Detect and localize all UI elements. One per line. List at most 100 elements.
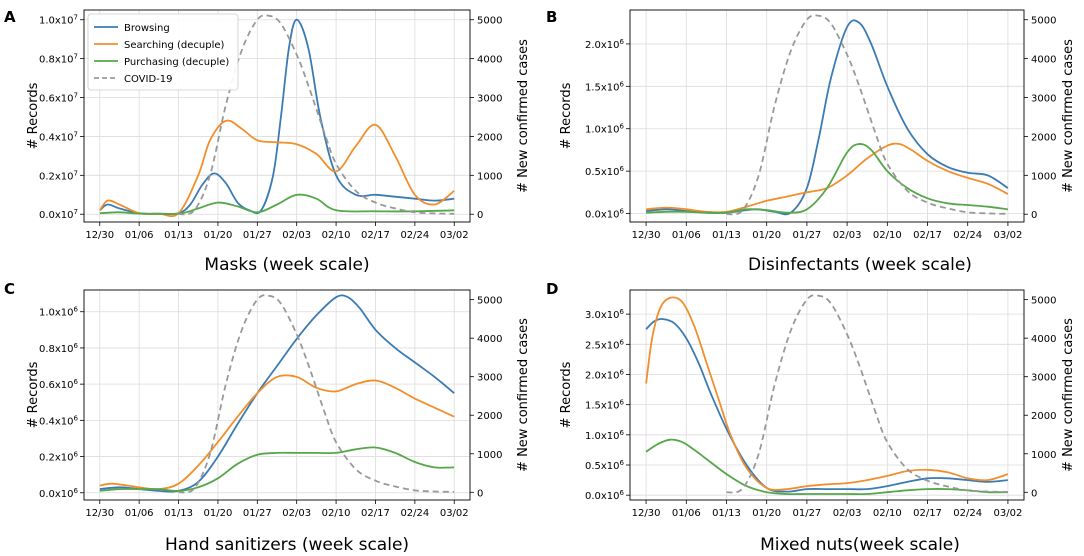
series-line-searching-decuple	[646, 142, 1009, 214]
y2-tick-label: 3000	[477, 373, 502, 384]
y-tick-label: 0.0x106	[585, 489, 625, 502]
grid	[630, 10, 1024, 222]
legend-box	[87, 13, 239, 91]
y2-tick-label: 2000	[1031, 132, 1056, 143]
y2-tick-label: 4000	[1031, 55, 1056, 66]
x-tick-label: 02/10	[873, 508, 902, 519]
y-tick-label: 0.0x106	[585, 208, 625, 221]
x-tick-label: 02/17	[913, 230, 942, 241]
x-tick-label: 12/30	[632, 508, 661, 519]
y-axis-label: # Records	[26, 361, 41, 428]
panel-letter: A	[4, 8, 16, 26]
y-tick-label: 0.5x106	[585, 459, 625, 472]
y2-tick-label: 4000	[1031, 334, 1056, 345]
x-tick-label: 01/06	[125, 230, 154, 241]
x-tick-label: 02/03	[833, 508, 862, 519]
x-tick-label: 03/02	[994, 508, 1023, 519]
x-tick-label: 02/10	[322, 230, 351, 241]
y2-tick-label: 0	[1031, 210, 1037, 221]
grid	[84, 290, 470, 500]
x-tick-label: 12/30	[85, 508, 114, 519]
series-line-purchasing-decuple	[99, 193, 455, 215]
x-tick-label: 02/24	[400, 230, 429, 241]
y-tick-label: 0.4x106	[39, 414, 79, 427]
x-tick-label: 01/13	[712, 230, 741, 241]
x-tick-label: 01/20	[752, 508, 781, 519]
y2-tick-label: 2000	[477, 411, 502, 422]
x-tick-label: 02/17	[361, 230, 390, 241]
y2-tick-label: 3000	[1031, 94, 1056, 105]
y2-tick-label: 1000	[477, 171, 502, 182]
chart-panel-c: 12/30 01/06 01/13 01/20 01/27 02/03 02/10 02/17…	[4, 280, 531, 555]
y-axis-label: # Records	[559, 82, 574, 149]
series-line-browsing	[645, 318, 1008, 493]
y2-tick-label: 2000	[477, 132, 502, 143]
y-axis-label: # Records	[559, 361, 574, 428]
series-line-searching-decuple	[99, 119, 455, 218]
x-tick-label: 01/13	[712, 508, 741, 519]
x-tick-label: 01/06	[672, 230, 701, 241]
y2-axis-label: # New confirmed cases	[1061, 39, 1076, 193]
x-tick-label: 03/02	[440, 508, 469, 519]
x-tick-label: 02/24	[400, 508, 429, 519]
y-tick-label: 0.0x107	[39, 208, 78, 221]
y2-tick-label: 3000	[1031, 373, 1056, 384]
x-tick-label: 03/02	[994, 230, 1023, 241]
legend-label: COVID-19	[124, 74, 173, 85]
panel-letter: D	[546, 280, 558, 298]
legend-label: Browsing	[124, 23, 170, 34]
series-line-browsing	[646, 19, 1009, 216]
y-tick-label: 2.0x106	[585, 368, 625, 381]
chart-panel-d: 12/30 01/06 01/13 01/20 01/27 02/03 02/10 02/17…	[546, 280, 1076, 555]
y2-tick-label: 5000	[1031, 16, 1056, 27]
y-tick-label: 1.0x106	[585, 123, 625, 136]
y-tick-label: 0.2x107	[39, 169, 78, 182]
y-tick-label: 0.8x106	[39, 342, 79, 355]
x-tick-label: 01/27	[792, 508, 821, 519]
x-axis-title: Mixed nuts(week scale)	[760, 535, 960, 555]
y-tick-label: 0.4x107	[39, 130, 78, 143]
panel-letter: C	[4, 280, 15, 298]
x-tick-label: 01/13	[164, 508, 193, 519]
y-tick-label: 3.0x106	[585, 308, 625, 321]
y2-tick-label: 0	[477, 210, 483, 221]
y-tick-label: 0.2x106	[39, 451, 79, 464]
x-tick-label: 02/10	[322, 508, 351, 519]
chart-panel-a: 12/30 01/06 01/13 01/20 01/27 02/03 02/10 02/17…	[4, 8, 531, 275]
series-line-purchasing-decuple	[646, 143, 1009, 214]
series-line-covid-19	[178, 294, 455, 494]
x-tick-label: 02/03	[282, 508, 311, 519]
series-line-covid-19	[178, 14, 455, 216]
y2-tick-label: 4000	[477, 55, 502, 66]
chart-panel-b: 12/30 01/06 01/13 01/20 01/27 02/03 02/10 02/17…	[546, 8, 1076, 275]
x-tick-label: 01/27	[243, 230, 272, 241]
x-axis-title: Masks (week scale)	[204, 255, 369, 275]
x-tick-label: 02/10	[873, 230, 902, 241]
y2-axis-label: # New confirmed cases	[516, 39, 531, 193]
y-tick-label: 0.8x107	[39, 53, 78, 66]
x-tick-label: 01/06	[672, 508, 701, 519]
x-tick-label: 01/20	[204, 508, 233, 519]
x-tick-label: 02/17	[913, 508, 942, 519]
x-tick-label: 02/17	[361, 508, 390, 519]
y2-tick-label: 0	[1031, 488, 1037, 499]
series-line-purchasing-decuple	[645, 438, 1008, 496]
y-tick-label: 2.5x106	[585, 338, 625, 351]
x-tick-label: 02/03	[282, 230, 311, 241]
plot-frame	[629, 9, 1025, 223]
y-tick-label: 0.5x106	[585, 165, 625, 178]
x-tick-label: 03/02	[440, 230, 469, 241]
series-line-searching-decuple	[645, 296, 1009, 491]
x-tick-label: 12/30	[632, 230, 661, 241]
x-tick-label: 01/06	[125, 508, 154, 519]
series-line-browsing	[99, 294, 455, 493]
y2-axis-label: # New confirmed cases	[516, 318, 531, 472]
y-tick-label: 1.5x106	[585, 80, 625, 93]
y-tick-label: 1.0x107	[39, 14, 78, 27]
y-axis-label: # Records	[26, 82, 41, 149]
plot-frame	[629, 289, 1025, 501]
plot-frame	[83, 9, 471, 223]
x-tick-label: 01/27	[792, 230, 821, 241]
x-tick-label: 01/27	[243, 508, 272, 519]
